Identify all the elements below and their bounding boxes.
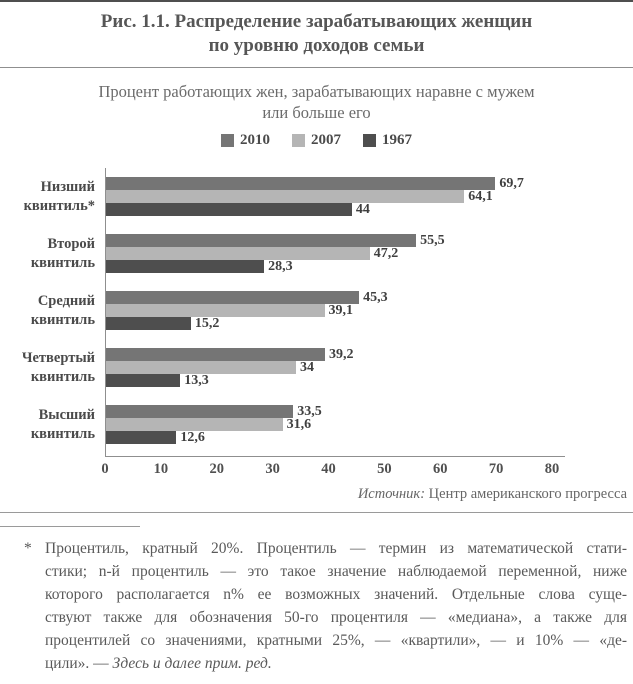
bar-row: 39,1 bbox=[106, 303, 565, 318]
legend-label-1967: 1967 bbox=[382, 131, 412, 148]
bar-group: 45,3 39,1 15,2 bbox=[106, 290, 565, 331]
footnote-line: которого располагается n% ее возможных з… bbox=[45, 586, 627, 603]
bar-1967 bbox=[106, 431, 177, 444]
bar-row: 34 bbox=[106, 360, 565, 375]
legend-item-1967: 1967 bbox=[363, 131, 412, 148]
category-labels: Низший квинтиль* Второй квинтиль Средний к… bbox=[0, 168, 105, 457]
bar-value-label: 31,6 bbox=[286, 417, 312, 432]
legend-label-2010: 2010 bbox=[240, 131, 270, 148]
footnote-line: стики; n-й процентиль — это такое значен… bbox=[45, 563, 627, 580]
bar-row: 12,6 bbox=[106, 430, 565, 445]
bar-value-label: 39,2 bbox=[329, 347, 354, 362]
footnote-line: процентилей со значениями, кратными 25%,… bbox=[45, 632, 627, 649]
x-tick-label: 40 bbox=[321, 461, 336, 477]
bar-row: 45,3 bbox=[106, 290, 565, 305]
legend-item-2010: 2010 bbox=[221, 131, 270, 148]
bar-value-label: 33,5 bbox=[297, 404, 322, 419]
footnote-marker: * bbox=[24, 540, 32, 557]
footnote: * Процентиль, кратный 20%. Процентиль — … bbox=[24, 537, 627, 675]
bar-group: 39,2 34 13,3 bbox=[106, 347, 565, 388]
bar-value-label: 69,7 bbox=[499, 176, 524, 191]
bar-value-label: 64,1 bbox=[468, 189, 493, 204]
bar-row: 15,2 bbox=[106, 316, 565, 331]
category-label: Средний квинтиль bbox=[30, 292, 95, 328]
x-tick-label: 0 bbox=[101, 461, 109, 477]
bar-2010 bbox=[106, 177, 496, 190]
bar-2010 bbox=[106, 348, 325, 361]
bar-value-label: 13,3 bbox=[184, 373, 209, 388]
x-tick-label: 70 bbox=[488, 461, 504, 477]
bar-row: 44 bbox=[106, 202, 565, 217]
bar-group: 55,5 47,2 28,3 bbox=[106, 233, 565, 274]
footnote-separator-rule bbox=[0, 526, 140, 527]
x-tick-label: 20 bbox=[209, 461, 225, 477]
bar-1967 bbox=[106, 374, 181, 387]
x-tick-label: 10 bbox=[153, 461, 169, 477]
footnote-line: ствуют также для обозначения 50-го проце… bbox=[45, 609, 627, 626]
top-rule bbox=[0, 0, 633, 2]
x-tick-label: 50 bbox=[377, 461, 392, 477]
bar-row: 55,5 bbox=[106, 233, 565, 248]
bar-value-label: 34 bbox=[300, 360, 314, 375]
bar-row: 69,7 bbox=[106, 176, 565, 191]
title-divider-rule bbox=[0, 67, 633, 68]
bar-1967 bbox=[106, 260, 265, 273]
bar-value-label: 45,3 bbox=[363, 290, 388, 305]
bar-value-label: 39,1 bbox=[328, 303, 354, 318]
chart-legend: 2010 2007 1967 bbox=[0, 132, 633, 148]
bar-row: 64,1 bbox=[106, 189, 565, 204]
footnote-editor-note: Здесь и далее прим. ред. bbox=[112, 655, 272, 672]
bar-1967 bbox=[106, 203, 352, 216]
bar-groups: 69,7 64,1 44 55,5 47,2 28,3 45,3 39,1 15,2 39,2 34… bbox=[105, 168, 565, 457]
category-label: Четвертый квинтиль bbox=[21, 349, 95, 385]
source-text: Центр американского прогресса bbox=[425, 486, 627, 502]
plot-area: Низший квинтиль* Второй квинтиль Средний к… bbox=[0, 168, 633, 457]
bar-2007 bbox=[106, 361, 296, 374]
bar-2010 bbox=[106, 291, 360, 304]
bar-1967 bbox=[106, 317, 191, 330]
footnote-line: Процентиль, кратный 20%. Процентиль — те… bbox=[45, 540, 627, 557]
category-label: Высший квинтиль bbox=[30, 406, 95, 442]
x-tick-label: 80 bbox=[544, 461, 560, 477]
legend-swatch-2007 bbox=[292, 133, 305, 147]
source-line: Источник: Центр американского прогресса bbox=[0, 485, 633, 503]
bar-row: 31,6 bbox=[106, 417, 565, 432]
bar-value-label: 44 bbox=[355, 202, 370, 217]
bar-row: 47,2 bbox=[106, 246, 565, 261]
bar-2007 bbox=[106, 247, 370, 260]
bar-row: 13,3 bbox=[106, 373, 565, 388]
x-axis-ticks: 0 10 20 30 40 50 60 70 80 bbox=[101, 457, 565, 479]
bar-row: 28,3 bbox=[106, 259, 565, 274]
figure-title: Рис. 1.1. Распределение зарабатывающих ж… bbox=[100, 11, 533, 56]
bar-value-label: 28,3 bbox=[268, 259, 293, 274]
bar-2007 bbox=[106, 190, 465, 203]
bar-2007 bbox=[106, 418, 283, 431]
x-tick-label: 60 bbox=[433, 461, 448, 477]
footnote-last-line: цили». — Здесь и далее прим. ред. bbox=[45, 655, 272, 672]
chart-subtitle: Процент работающих жен, зарабатывающих н… bbox=[98, 82, 535, 122]
category-label: Низший квинтиль* bbox=[23, 178, 95, 214]
bar-value-label: 55,5 bbox=[420, 233, 445, 248]
bar-2010 bbox=[106, 405, 294, 418]
legend-item-2007: 2007 bbox=[292, 131, 341, 148]
legend-swatch-1967 bbox=[363, 133, 376, 147]
bar-value-label: 12,6 bbox=[180, 430, 205, 445]
bar-value-label: 47,2 bbox=[373, 246, 399, 261]
legend-label-2007: 2007 bbox=[311, 131, 341, 148]
bar-row: 33,5 bbox=[106, 404, 565, 419]
bar-group: 69,7 64,1 44 bbox=[106, 176, 565, 217]
bar-2007 bbox=[106, 304, 325, 317]
bar-value-label: 15,2 bbox=[194, 316, 220, 331]
bar-chart: Процент работающих жен, зарабатывающих н… bbox=[0, 81, 633, 479]
footer-rule bbox=[0, 512, 633, 513]
bar-group: 33,5 31,6 12,6 bbox=[106, 404, 565, 445]
legend-swatch-2010 bbox=[221, 133, 234, 147]
category-label: Второй квинтиль bbox=[30, 235, 95, 271]
x-tick-label: 30 bbox=[265, 461, 280, 477]
bar-row: 39,2 bbox=[106, 347, 565, 362]
bar-2010 bbox=[106, 234, 417, 247]
source-label: Источник: bbox=[357, 486, 426, 502]
